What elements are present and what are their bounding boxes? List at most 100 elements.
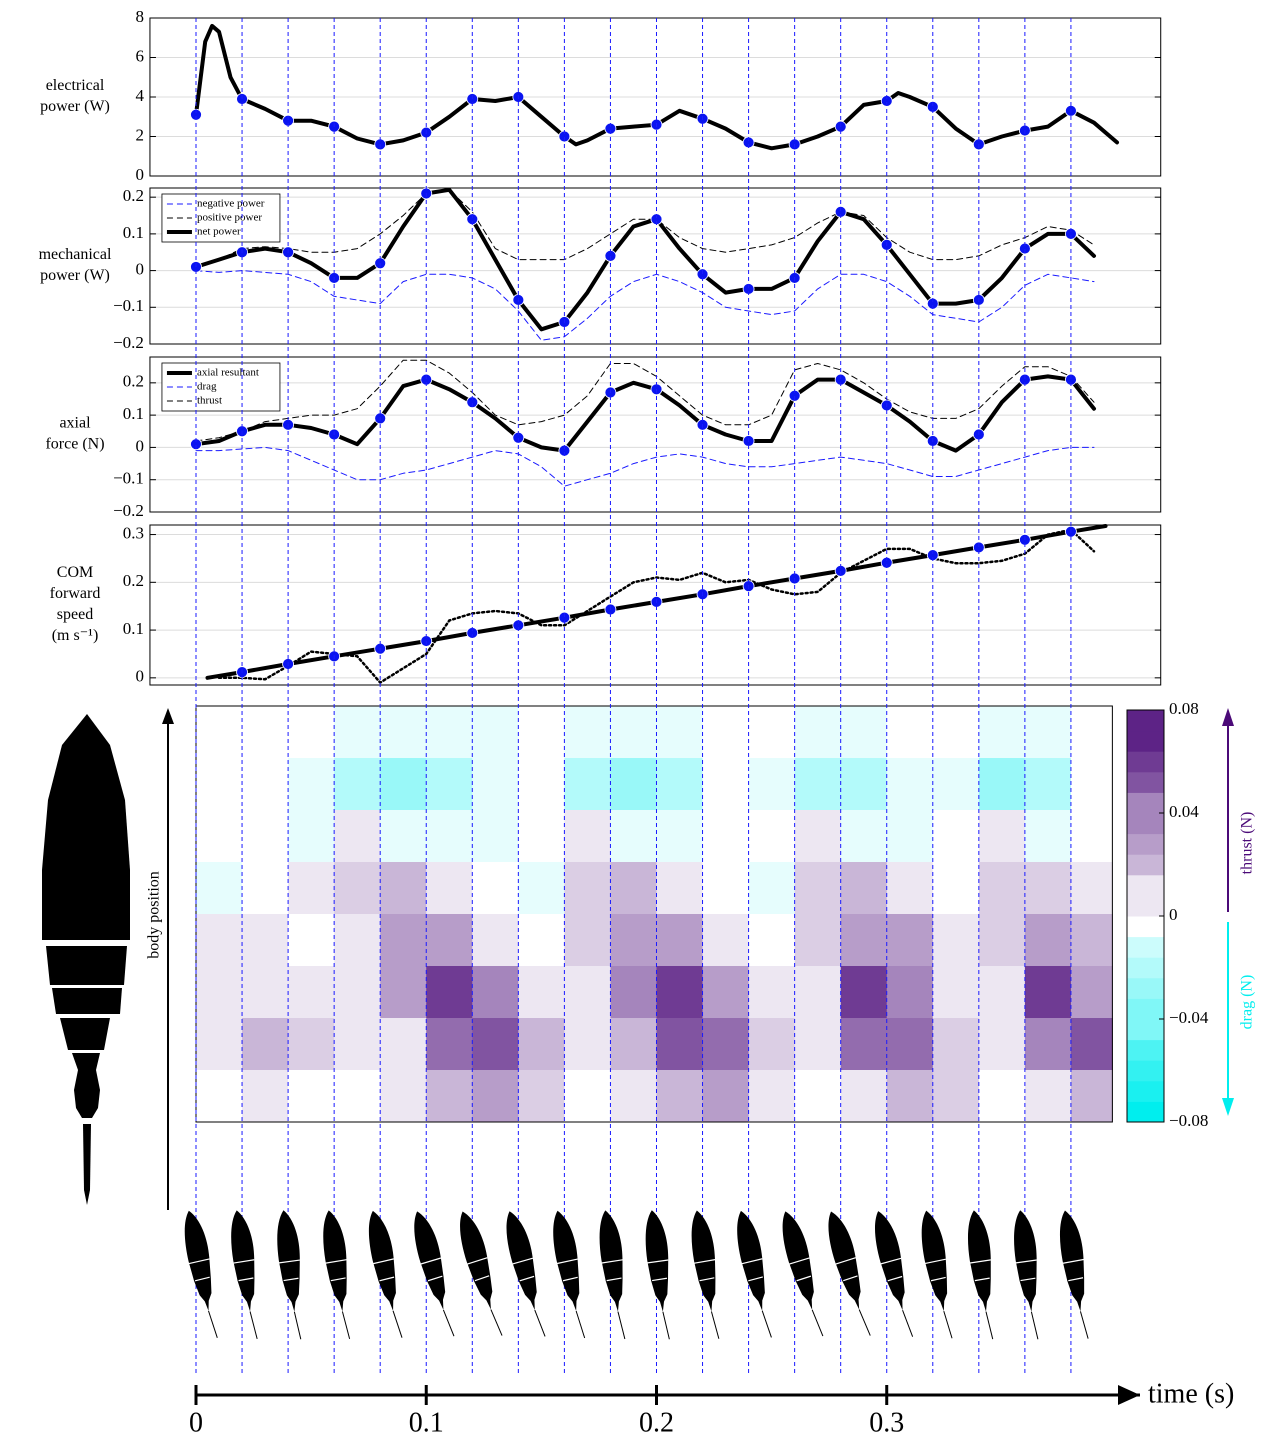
heat-cell (656, 966, 704, 1019)
heat-cell (334, 810, 381, 863)
colorbar-step (1127, 977, 1164, 999)
heat-cell (1024, 862, 1072, 915)
heat-cell (288, 758, 335, 811)
colorbar-step (1127, 792, 1164, 814)
heat-cell (196, 966, 243, 1019)
heat-cell (426, 966, 473, 1019)
frame-joint (194, 1276, 210, 1282)
heat-cell (610, 1018, 657, 1071)
heat-cell (380, 706, 427, 759)
x-tick-label: 0 (189, 1407, 203, 1438)
heat-cell (932, 758, 980, 811)
frame-tail (1030, 1311, 1039, 1340)
heat-cell (242, 810, 289, 863)
heat-cell (380, 966, 427, 1019)
heat-cell (794, 1070, 842, 1123)
heat-cell (196, 810, 243, 863)
plot-frame (149, 356, 1162, 513)
colorbar-step (1127, 1080, 1164, 1102)
heat-cell (518, 810, 565, 863)
frame-tail (293, 1311, 302, 1340)
heat-cell (610, 1070, 657, 1123)
body-frame (737, 1210, 772, 1338)
frame-tail (575, 1310, 586, 1339)
heat-cell (242, 862, 289, 915)
y-tick-label: 0 (135, 436, 144, 455)
colorbar-step (1127, 710, 1164, 732)
frame-joint (562, 1276, 578, 1282)
series-line (217, 528, 1096, 684)
heat-cell (518, 862, 565, 915)
x-tick-label: 0.3 (869, 1407, 904, 1438)
heat-cell (656, 706, 704, 759)
heat-cell (288, 1018, 335, 1071)
plot-frame (149, 187, 1162, 345)
heat-cell (886, 706, 934, 759)
heat-cell (242, 966, 289, 1019)
frame-body (828, 1211, 861, 1310)
body-frame (184, 1210, 218, 1338)
segment (60, 1018, 110, 1050)
heat-cell (840, 810, 888, 863)
heat-cell (794, 862, 842, 915)
y-tick-label: 6 (135, 46, 144, 65)
heat-cell (242, 758, 289, 811)
colorbar-step (1127, 771, 1164, 793)
y-tick-label: 0.1 (123, 619, 144, 638)
frame-joint (474, 1275, 490, 1282)
colorbar-tick-label: 0.04 (1169, 802, 1199, 821)
body-frame (691, 1210, 720, 1339)
frame-joint (519, 1275, 535, 1282)
heat-cell (886, 810, 934, 863)
y-tick-label: 0 (135, 667, 144, 686)
heat-cell (1024, 706, 1072, 759)
frame-tail (985, 1311, 994, 1340)
frame-tail (662, 1311, 670, 1340)
frame-tail (341, 1311, 351, 1340)
y-axis-label: COM (57, 564, 93, 581)
heat-cell (978, 914, 1026, 967)
y-tick-label: 0.3 (123, 523, 144, 542)
legend-label: net power (197, 226, 241, 238)
series-line (194, 187, 1096, 332)
body-frame (368, 1210, 403, 1338)
frame-joint (974, 1277, 990, 1282)
frame-joint (188, 1258, 210, 1265)
head-segment (42, 714, 130, 940)
frame-tail (617, 1311, 626, 1340)
frame-joint (748, 1276, 763, 1282)
frame-tail (943, 1311, 953, 1339)
colorbar-step (1127, 730, 1164, 752)
frame-joint (557, 1258, 578, 1265)
heat-cell (886, 966, 934, 1019)
colorbar-tick-label: 0.08 (1169, 699, 1199, 718)
heat-cell (932, 914, 980, 967)
legend-label: thrust (197, 395, 222, 407)
y-axis-label: power (W) (40, 98, 110, 115)
body-frame (599, 1210, 626, 1340)
y-tick-label: −0.1 (113, 296, 144, 315)
heat-cell (656, 810, 704, 863)
frame-joint (694, 1259, 716, 1264)
frame-body (184, 1210, 212, 1311)
heat-cell (426, 706, 473, 759)
frame-body (231, 1210, 255, 1312)
heat-cell (426, 914, 473, 967)
tail-tip (83, 1124, 91, 1205)
heat-cell (564, 706, 611, 759)
arrow-head (162, 708, 174, 724)
colorbar-step (1127, 874, 1164, 896)
frame-joint (467, 1257, 488, 1265)
heat-cell (978, 862, 1026, 915)
heat-cell (794, 758, 842, 811)
heat-cell (1070, 1018, 1113, 1071)
heat-cell (380, 810, 427, 863)
frame-tail (902, 1310, 914, 1337)
heat-cell (518, 1018, 565, 1071)
heat-cell (978, 1070, 1026, 1123)
frame-joint (925, 1258, 946, 1265)
series-line (195, 270, 1095, 341)
colorbar-step (1127, 1019, 1164, 1041)
frame-joint (427, 1275, 443, 1282)
